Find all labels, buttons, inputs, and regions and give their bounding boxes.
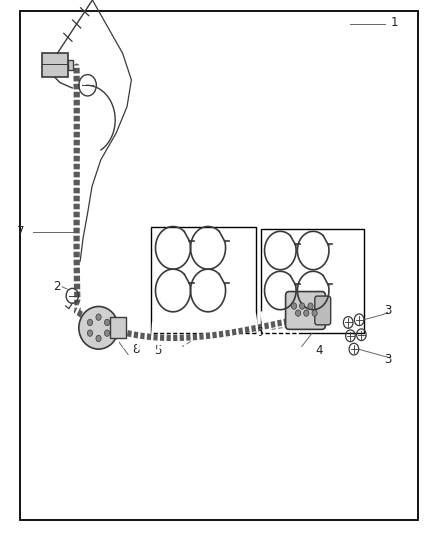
- Bar: [68, 61, 73, 70]
- Text: 3: 3: [384, 304, 391, 317]
- Text: 8: 8: [132, 343, 139, 356]
- Circle shape: [300, 303, 305, 309]
- Circle shape: [88, 330, 93, 336]
- Circle shape: [96, 335, 101, 342]
- Circle shape: [308, 303, 313, 309]
- Circle shape: [104, 330, 110, 336]
- Circle shape: [304, 310, 309, 316]
- Text: 2: 2: [53, 280, 61, 293]
- Circle shape: [88, 319, 93, 326]
- Text: 5: 5: [154, 344, 161, 357]
- FancyBboxPatch shape: [315, 296, 331, 325]
- Circle shape: [291, 303, 297, 309]
- Text: 6: 6: [254, 326, 262, 338]
- Circle shape: [96, 314, 101, 320]
- FancyBboxPatch shape: [286, 292, 325, 329]
- Circle shape: [104, 319, 110, 326]
- Circle shape: [312, 310, 317, 316]
- Text: 3: 3: [384, 353, 391, 366]
- Bar: [151, 227, 256, 333]
- Bar: [261, 229, 364, 333]
- Text: 4: 4: [315, 344, 323, 357]
- Text: 7: 7: [17, 225, 25, 238]
- Text: 1: 1: [390, 17, 398, 29]
- Bar: [42, 53, 68, 77]
- Circle shape: [296, 310, 301, 316]
- Bar: [110, 317, 126, 338]
- Ellipse shape: [79, 306, 118, 349]
